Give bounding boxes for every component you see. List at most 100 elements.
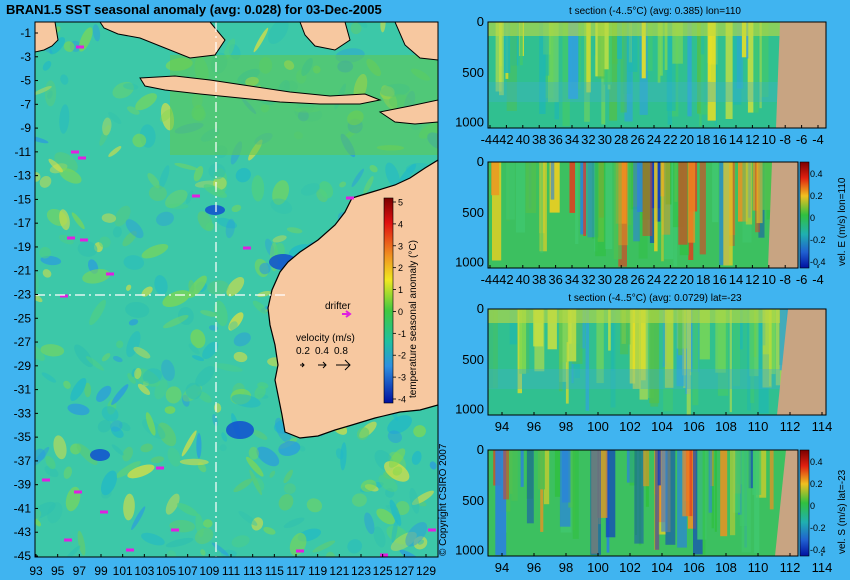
map-x-tick-label: 115 [265,564,284,578]
section-streak [697,22,701,114]
sst-eddy [283,517,305,529]
map-y-tick-label: -13 [14,169,32,183]
sst-eddy [158,165,170,190]
section-streak [597,450,608,518]
sst-eddy [363,176,374,195]
sst-eddy [141,532,165,546]
section-streak [628,162,638,210]
section-streak [561,450,571,503]
sst-eddy [411,450,422,465]
section-x-tick-label: 42 [499,272,513,287]
sst-eddy [174,162,198,171]
sst-eddy [200,310,218,317]
sst-eddy [85,356,105,371]
velocity-colorbar-label: vel. E (m/s) lon=110 [837,177,848,266]
map-x-tick-label: 101 [113,564,133,578]
sst-eddy [35,292,43,303]
sst-eddy [148,185,167,202]
sst-eddy [299,445,306,452]
section-streak [525,162,537,213]
sst-eddy [35,448,46,461]
section-streak [586,22,591,93]
colorbar-tick-label: 2 [398,263,403,273]
sst-eddy [251,517,264,531]
section-x-tick-label: -44 [481,272,500,287]
sst-eddy [112,81,134,99]
map-y-tick-label: -15 [14,192,32,206]
section-streak [664,162,674,260]
sst-eddy [127,106,140,115]
sst-eddy [216,217,238,229]
section-x-tick-label: 112 [780,419,801,434]
velocity-colorbar-label: vel. S (m/s) lat=-23 [837,469,848,554]
sst-eddy [161,359,175,382]
land-java [139,75,382,105]
sst-eddy [77,241,98,257]
section-streak [769,450,774,510]
section-streak [754,22,759,113]
sst-eddy [140,443,153,453]
section-streak [634,450,644,544]
land-borneo [99,22,226,59]
sst-eddy [335,448,344,460]
section-title: t section (-4..5°C) (avg: 0.385) lon=110 [569,6,741,17]
section-x-tick-label: 106 [683,560,705,575]
section-streak [559,309,570,343]
section-streak [568,22,579,99]
section-streak [756,162,763,224]
section-x-tick-label: 26 [630,272,644,287]
sst-eddy [265,238,275,257]
section-land [775,450,798,556]
section-y-tick-label: 1000 [455,402,484,417]
section-streak [697,450,707,540]
sst-eddy [154,275,168,296]
sst-eddy [116,340,124,349]
map-x-tick-label: 111 [222,564,241,578]
map-y-tick-label: -21 [14,264,32,278]
sst-eddy [231,204,242,213]
map-y-tick-label: -37 [14,454,32,468]
section-x-tick-label: 112 [780,560,801,575]
sst-eddy [45,456,56,470]
section-streak [699,162,706,255]
sst-eddy [229,321,238,331]
section-streak [665,450,676,545]
sst-eddy [119,422,131,432]
sst-eddy [269,470,276,478]
section-warm-layer [488,22,780,36]
map-y-tick-label: -29 [14,359,32,373]
colorbar-tick-label: 5 [398,198,403,208]
sst-eddy [165,386,182,404]
section-x-tick-label: 16 [712,132,726,147]
section-streak [495,450,507,556]
sst-eddy [399,549,421,557]
section-streak [506,162,515,220]
colorbar-tick-label: 1 [398,285,403,295]
sst-cold-patch [90,449,110,461]
section-x-tick-label: 14 [729,132,743,147]
section-cool-layer [488,369,780,389]
section-streak [633,162,640,242]
section-streak [699,309,710,360]
sst-eddy [340,442,347,471]
map-x-tick-label: 97 [73,564,87,578]
section-streak [612,22,616,63]
sst-cold-patch [226,421,254,439]
sst-eddy [306,498,323,513]
section-streak [534,309,545,372]
section-streak [620,309,629,355]
sst-eddy [347,539,363,554]
section-x-tick-label: 12 [745,132,759,147]
sst-eddy [231,394,261,408]
section-x-tick-label: -8 [779,132,791,147]
sst-eddy [179,458,209,466]
section-y-tick-label: 0 [477,442,484,457]
sst-eddy [102,117,112,136]
sst-eddy [65,545,81,557]
section-x-tick-label: 24 [647,132,661,147]
section-x-tick-label: 28 [614,132,628,147]
section-land [776,22,826,128]
section-streak [554,450,561,497]
section-streak [761,309,766,346]
section-streak [662,309,667,368]
